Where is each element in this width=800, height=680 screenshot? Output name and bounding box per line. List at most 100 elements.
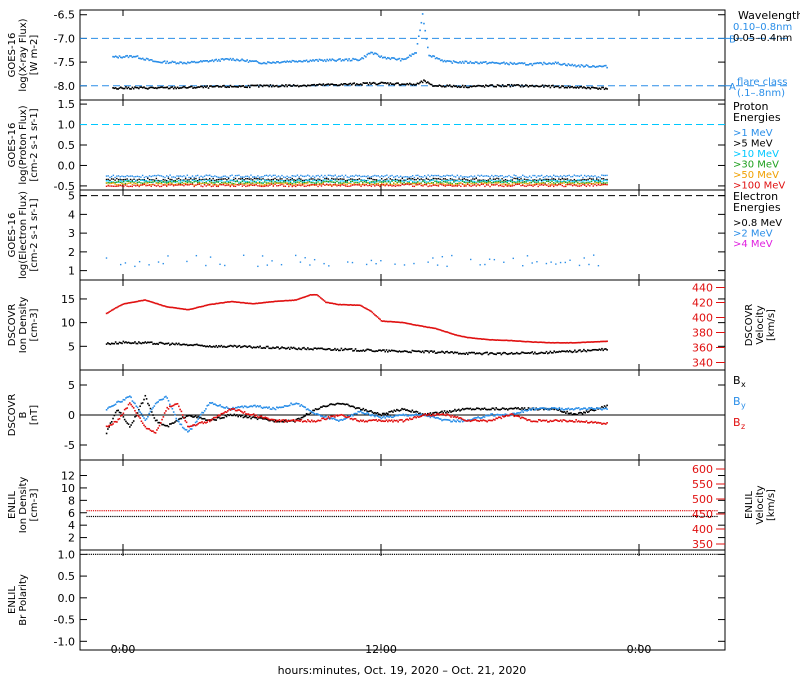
data-point (482, 183, 484, 186)
data-point (164, 176, 166, 179)
data-point (183, 343, 185, 346)
data-point (139, 411, 141, 413)
data-point (536, 353, 539, 355)
data-point (370, 259, 373, 262)
data-point (390, 57, 393, 59)
data-point (411, 183, 414, 185)
data-point (425, 176, 428, 178)
data-point (209, 177, 211, 180)
data-point (221, 346, 224, 348)
data-point (358, 411, 361, 413)
data-point (441, 59, 443, 61)
data-point (414, 84, 416, 86)
data-point (549, 62, 552, 65)
data-point (197, 306, 199, 309)
data-point (279, 181, 281, 184)
data-point (289, 183, 292, 185)
data-point (174, 413, 176, 416)
data-point (580, 184, 582, 187)
data-point (559, 178, 562, 181)
data-point (312, 510, 314, 512)
data-point (514, 406, 517, 409)
data-point (387, 176, 390, 179)
data-point (391, 174, 393, 177)
data-point (245, 413, 247, 415)
data-point (347, 59, 349, 62)
data-point (606, 88, 608, 90)
data-point (185, 429, 188, 431)
data-point (377, 413, 380, 415)
data-point (501, 510, 503, 512)
data-point (150, 86, 153, 89)
data-point (436, 413, 438, 415)
data-point (363, 175, 366, 177)
data-point (305, 185, 307, 187)
data-point (447, 60, 450, 62)
data-point (261, 85, 264, 88)
data-point (205, 86, 207, 89)
data-point (406, 409, 408, 411)
data-point (501, 62, 504, 64)
data-point (505, 414, 508, 417)
data-point (295, 418, 298, 421)
data-point (493, 258, 496, 261)
data-point (329, 510, 331, 512)
data-point (355, 174, 357, 176)
data-point (246, 180, 249, 183)
data-point (196, 180, 199, 182)
data-point (589, 177, 591, 180)
data-point (176, 419, 179, 422)
data-point (601, 184, 603, 186)
data-point (325, 418, 327, 421)
data-point (396, 179, 398, 182)
data-point (376, 420, 379, 423)
data-point (544, 178, 546, 181)
data-point (258, 86, 260, 88)
data-point (308, 413, 310, 416)
data-point (191, 179, 194, 181)
data-point (170, 86, 172, 89)
data-point (477, 180, 479, 183)
data-point (470, 62, 473, 64)
data-point (530, 420, 532, 423)
data-point (268, 347, 270, 350)
data-point (201, 417, 203, 420)
data-point (132, 301, 135, 304)
data-point (362, 181, 364, 184)
data-point (265, 184, 268, 187)
data-point (362, 306, 365, 308)
data-point (184, 343, 187, 346)
data-point (138, 408, 140, 411)
data-point (457, 353, 460, 355)
data-point (181, 308, 184, 310)
data-point (231, 179, 233, 181)
data-point (469, 352, 472, 354)
data-point (338, 84, 340, 87)
data-point (561, 85, 563, 87)
data-point (522, 340, 525, 343)
data-point (169, 403, 171, 406)
data-point (196, 181, 199, 184)
data-point (247, 416, 250, 419)
data-point (388, 320, 390, 323)
data-point (579, 349, 581, 351)
data-point (136, 86, 139, 89)
data-point (294, 84, 296, 87)
data-point (259, 415, 261, 418)
data-point (339, 58, 341, 60)
data-point (178, 177, 180, 180)
data-point (527, 183, 529, 185)
data-point (318, 414, 321, 416)
data-point (568, 349, 571, 352)
data-point (456, 351, 459, 354)
data-point (317, 408, 319, 411)
data-point (445, 418, 447, 421)
data-point (319, 178, 321, 181)
data-point (237, 301, 239, 304)
y2-tick-label: 500 (692, 493, 713, 506)
data-point (247, 345, 250, 348)
data-point (287, 299, 290, 302)
data-point (445, 60, 447, 63)
data-point (398, 181, 400, 183)
data-point (432, 85, 434, 87)
